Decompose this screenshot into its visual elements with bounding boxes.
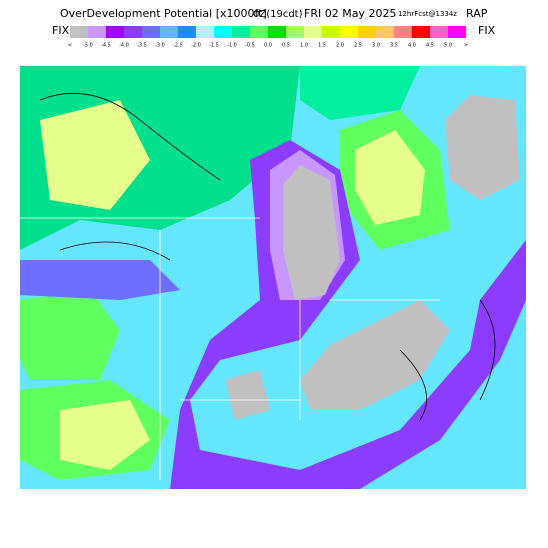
colorbar-label: 2.0	[336, 43, 344, 49]
colorbar-label: -4.5	[101, 43, 111, 49]
fix-left: FIX	[52, 24, 70, 37]
colorbar-label: -0.5	[245, 43, 255, 49]
color-swatch	[412, 26, 430, 38]
colorbar: < -5.0 -4.5 -4.0 -3.5 -3.0 -2.5 -2.0 -1.5 -1.0 -0.…	[68, 26, 468, 49]
valid-time: 0Z(19cdt)	[253, 9, 303, 20]
green-region	[300, 66, 420, 120]
gray-region	[300, 300, 450, 410]
title: OverDevelopment Potential [x1000ft]	[60, 7, 267, 20]
colorbar-label: -5.0	[83, 43, 93, 49]
fix-right: FIX	[478, 24, 496, 37]
colorbar-label: -3.5	[137, 43, 147, 49]
color-swatch	[430, 26, 448, 38]
colorbar-label: -1.0	[227, 43, 237, 49]
state-border	[20, 217, 440, 480]
color-swatch	[268, 26, 286, 38]
gray-region	[225, 370, 270, 420]
contour	[39, 92, 496, 421]
model: RAP	[466, 7, 488, 20]
yellow-region	[355, 130, 425, 225]
color-swatch	[196, 26, 214, 38]
color-swatch	[322, 26, 340, 38]
color-swatch	[88, 26, 106, 38]
yellow-region	[40, 100, 150, 210]
yellow-region	[60, 400, 150, 470]
colorbar-label: 3.5	[390, 43, 398, 49]
color-swatch	[448, 26, 466, 38]
color-swatch	[340, 26, 358, 38]
purple-band	[20, 260, 180, 300]
color-swatch	[124, 26, 142, 38]
purple-band	[170, 140, 526, 489]
colorbar-label: 4.5	[426, 43, 434, 49]
colorbar-label: -1.5	[209, 43, 219, 49]
colorbar-label: 4.0	[408, 43, 416, 49]
colorbar-label: -2.0	[191, 43, 201, 49]
colorbar-label: 0.0	[264, 43, 272, 49]
color-swatch	[376, 26, 394, 38]
colorbar-label: 0.5	[282, 43, 290, 49]
colorbar-label: 2.5	[354, 43, 362, 49]
colorbar-label: 3.0	[372, 43, 380, 49]
colorbar-label: 5.0	[444, 43, 452, 49]
gray-region	[445, 95, 520, 200]
green-region	[20, 290, 120, 380]
date: FRI 02 May 2025	[304, 7, 396, 20]
color-swatch	[70, 26, 88, 38]
colorbar-label: <	[68, 43, 72, 49]
color-swatch	[160, 26, 178, 38]
color-swatch	[106, 26, 124, 38]
color-swatch	[394, 26, 412, 38]
color-swatch	[142, 26, 160, 38]
color-swatch	[358, 26, 376, 38]
color-swatch	[304, 26, 322, 38]
color-swatch	[178, 26, 196, 38]
gray-region	[283, 165, 340, 300]
colorbar-label: 1.0	[300, 43, 308, 49]
map	[20, 66, 526, 489]
colorbar-label: -2.5	[173, 43, 183, 49]
color-swatch	[250, 26, 268, 38]
colorbar-label: -3.0	[155, 43, 165, 49]
forecast: 12hrFcst@1334z	[398, 10, 457, 18]
color-swatch	[214, 26, 232, 38]
colorbar-label: 1.5	[318, 43, 326, 49]
color-swatch	[232, 26, 250, 38]
colorbar-label: >	[464, 43, 468, 49]
color-swatch	[286, 26, 304, 38]
colorbar-label: -4.0	[119, 43, 129, 49]
